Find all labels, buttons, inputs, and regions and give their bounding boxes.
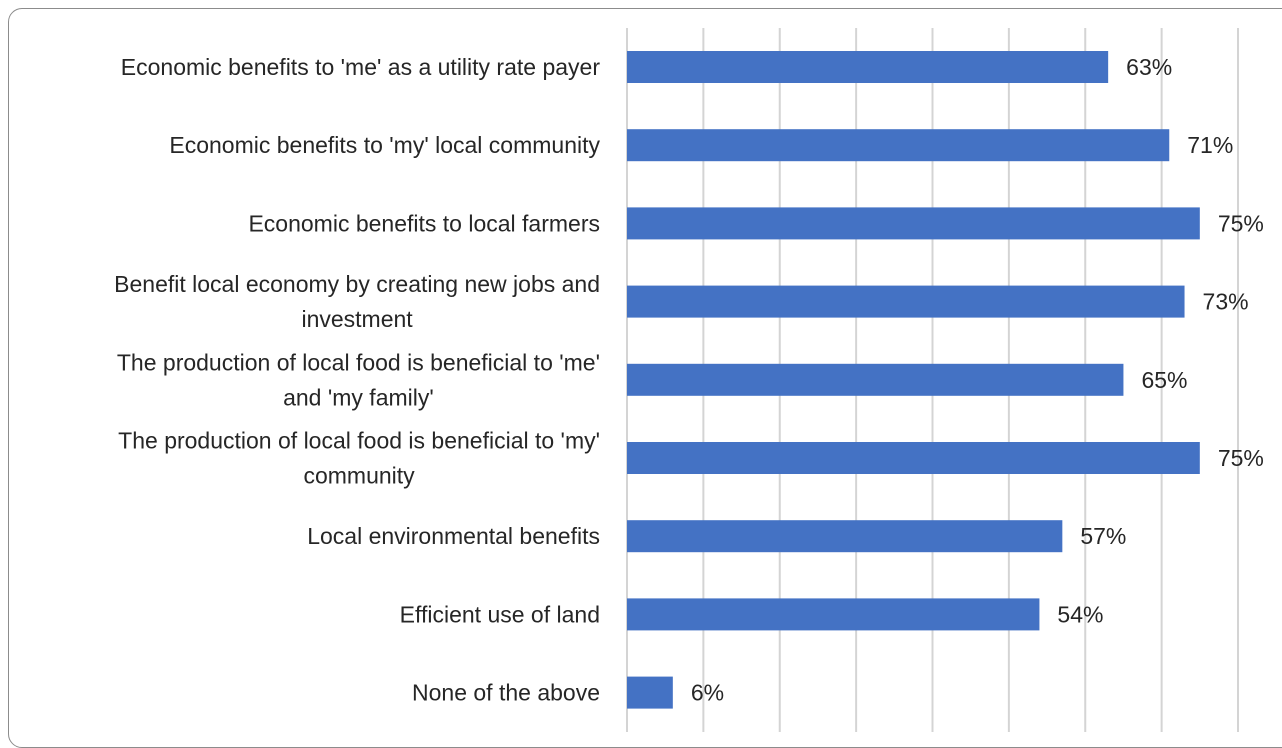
category-label-6: Local environmental benefits <box>307 523 600 549</box>
category-label-2: Economic benefits to local farmers <box>248 210 600 236</box>
value-label-5: 75% <box>1218 445 1264 471</box>
category-label-4: The production of local food is benefici… <box>117 349 600 410</box>
bar-1 <box>627 129 1170 162</box>
value-label-1: 71% <box>1187 132 1233 158</box>
bar-chart: Economic benefits to 'me' as a utility r… <box>114 28 1264 732</box>
bar-3 <box>627 285 1185 318</box>
bar-4 <box>627 363 1124 396</box>
category-label-3: Benefit local economy by creating new jo… <box>114 271 600 332</box>
value-label-3: 73% <box>1203 289 1249 315</box>
category-label-1: Economic benefits to 'my' local communit… <box>169 132 600 158</box>
bar-8 <box>627 676 673 709</box>
bars <box>627 51 1200 709</box>
category-label-7: Efficient use of land <box>400 601 600 627</box>
value-label-8: 6% <box>691 680 724 706</box>
value-label-2: 75% <box>1218 210 1264 236</box>
value-label-6: 57% <box>1080 523 1126 549</box>
category-label-0: Economic benefits to 'me' as a utility r… <box>121 54 601 80</box>
category-labels: Economic benefits to 'me' as a utility r… <box>114 54 600 706</box>
value-label-7: 54% <box>1057 601 1103 627</box>
bar-6 <box>627 520 1063 553</box>
bar-5 <box>627 442 1200 474</box>
bar-7 <box>627 598 1040 631</box>
bar-2 <box>627 207 1200 240</box>
category-label-8: None of the above <box>412 680 600 706</box>
bar-0 <box>627 51 1109 83</box>
value-label-0: 63% <box>1126 54 1172 80</box>
category-label-5: The production of local food is benefici… <box>118 428 600 489</box>
value-labels: 63% 71% 75% 73% 65% 75% 57% 54% 6% <box>691 54 1264 706</box>
value-label-4: 65% <box>1141 367 1187 393</box>
